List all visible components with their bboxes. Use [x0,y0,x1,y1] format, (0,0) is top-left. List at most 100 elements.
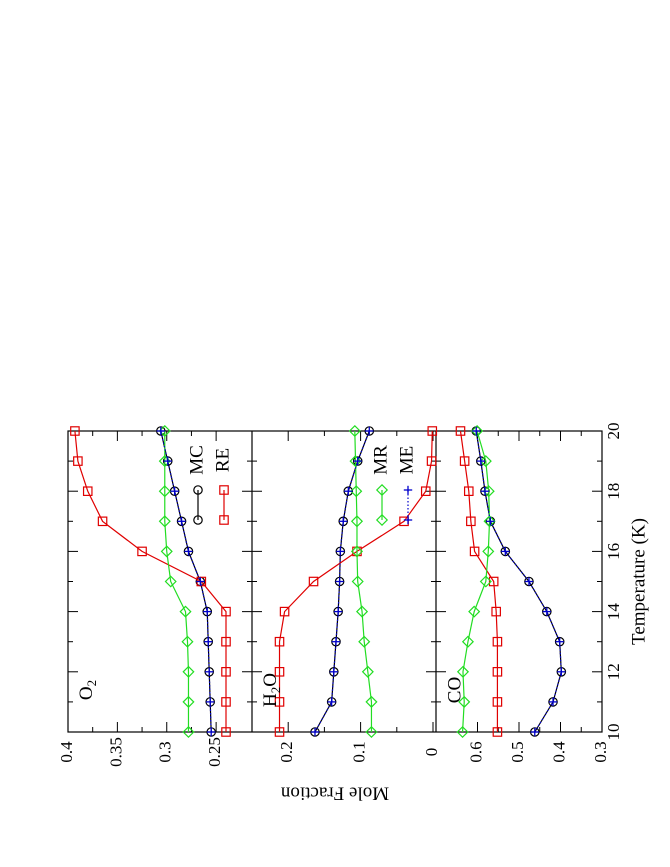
data-point-mr [160,545,173,558]
data-point-me [480,487,490,496]
data-point-re [308,576,319,587]
data-point-me [557,667,566,676]
legend-marker-mc [193,515,203,525]
data-point-re [426,456,437,466]
y-tick-label: 0.1 [350,741,369,762]
data-point-mr [479,575,492,588]
data-point-me [184,547,193,556]
data-point-me [177,517,186,526]
panel-label: O2 [76,680,99,700]
y-tick-label: 0.4 [57,741,76,763]
data-point-me [530,727,539,737]
data-point-mr [456,725,469,739]
data-point-me [472,426,481,436]
data-point-mr [350,485,363,498]
data-point-me [310,727,320,737]
y-tick-label: 0.4 [549,741,568,763]
data-point-me [196,577,205,586]
data-point-me [156,426,166,436]
data-point-mr [365,725,378,739]
data-point-re [427,426,438,436]
data-point-me [203,607,212,616]
data-point-me [329,667,339,676]
data-point-mr [179,605,192,618]
legend-marker-mr [375,513,389,527]
data-point-re [492,666,503,677]
y-tick-label: 0.25 [205,737,224,767]
data-point-re [492,697,503,707]
data-point-me [542,607,552,616]
data-point-mr [365,695,378,708]
data-point-me [524,577,534,586]
data-point-mr [358,635,371,648]
series-line-re [459,430,499,732]
data-point-me [344,487,353,496]
data-point-re [73,456,83,466]
data-point-me [339,517,348,526]
x-axis-label: Temperature (K) [628,518,649,645]
data-point-mr [181,635,194,648]
data-point-me [555,637,564,646]
data-point-me [353,456,362,466]
data-point-re [274,697,285,707]
legend-label-re: RE [212,448,233,472]
x-tick-label: 20 [604,423,623,440]
y-tick-label: 0.3 [156,741,175,762]
x-tick-label: 16 [604,543,623,560]
data-point-re [463,486,474,496]
series-line-mr [354,430,373,732]
data-point-me [163,456,172,466]
legend-marker-me [403,515,413,525]
x-tick-label: 14 [604,603,623,621]
panel-label: H2O [260,673,283,707]
data-point-me [476,456,486,466]
data-point-me [206,697,215,707]
data-point-re [466,516,476,527]
data-point-mr [456,665,470,678]
data-point-re [492,636,503,647]
data-point-re [279,606,290,617]
data-point-re [274,666,285,677]
data-point-me [548,697,558,707]
data-point-mr [468,605,481,618]
x-tick-label: 12 [604,663,623,680]
y-axis-label: Mole Fraction [280,783,389,804]
data-point-mr [350,545,364,558]
data-point-me [331,637,341,646]
data-point-mr [158,515,171,528]
data-point-me [170,487,179,496]
x-tick-label: 18 [604,483,623,500]
data-point-re [82,486,93,496]
data-point-me [501,547,510,556]
data-point-re [491,606,501,617]
series-line-re [278,430,433,732]
panel-label: CO [444,677,465,703]
data-point-me [335,577,344,586]
data-point-re [469,546,480,557]
data-point-re [274,727,285,737]
data-point-me [205,667,214,676]
x-tick-label: 10 [604,724,623,741]
y-tick-label: 0.35 [106,737,125,767]
data-point-mr [482,545,495,558]
y-tick-label: 0.3 [591,741,610,762]
data-point-re [455,426,466,436]
data-point-mr [479,455,492,468]
data-point-me [206,727,216,737]
legend-marker-re [219,485,229,495]
legend-marker-mr [375,483,389,497]
data-point-re [488,576,499,587]
data-point-mr [355,605,369,618]
data-point-mr [182,665,195,678]
data-point-re [459,456,470,466]
series-line-mr [164,431,190,732]
series-line-me [475,430,562,733]
data-point-re [221,606,231,617]
data-point-me [336,547,345,556]
data-point-re [492,727,503,737]
data-point-me [486,517,495,526]
data-point-re [137,546,147,557]
data-point-me [327,697,336,707]
data-point-me [204,637,213,646]
